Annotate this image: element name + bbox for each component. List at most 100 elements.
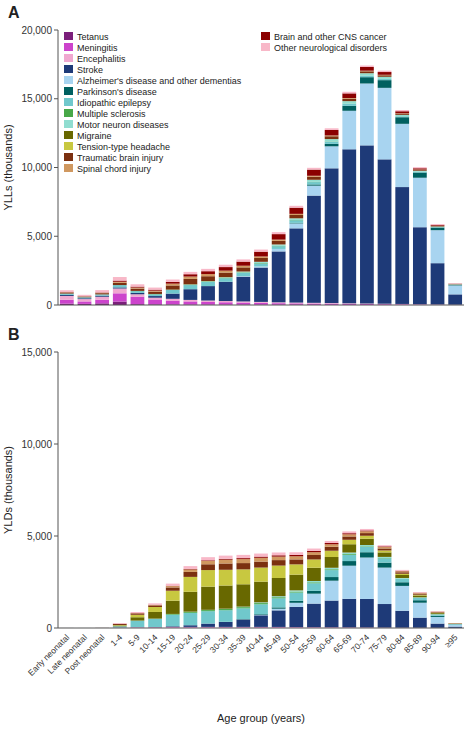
y-tick <box>54 305 58 306</box>
bar-segment <box>201 302 215 305</box>
bar-segment <box>113 281 127 283</box>
bar-segment <box>254 256 268 257</box>
y-tick-label: 0 <box>46 623 52 634</box>
bar-segment <box>219 556 233 559</box>
bar-segment <box>431 226 445 227</box>
bar-segment <box>360 536 374 539</box>
bar-segment <box>448 283 462 284</box>
bar-segment <box>413 598 427 600</box>
bar-segment <box>360 530 374 532</box>
bar-segment <box>113 626 127 627</box>
bar-segment <box>148 604 162 605</box>
x-tick-label: 60-64 <box>314 632 337 655</box>
bar-segment <box>113 623 127 625</box>
bar-segment <box>148 296 162 298</box>
bar-segment <box>431 616 445 617</box>
bar-segment <box>113 293 127 301</box>
bar-segment <box>378 604 392 628</box>
bar-segment <box>219 622 233 627</box>
bar-segment <box>325 570 339 577</box>
legend-swatch <box>64 98 73 106</box>
x-tick-label: 20-24 <box>172 632 195 655</box>
bar-segment <box>148 603 162 604</box>
x-tick-label: 15-19 <box>155 632 178 655</box>
bar-segment <box>325 581 339 601</box>
bar-segment <box>307 581 321 582</box>
bar-segment <box>448 284 462 285</box>
bar-segment <box>219 267 233 271</box>
bar-segment <box>448 284 462 285</box>
bar-segment <box>395 110 409 111</box>
bar-segment <box>395 187 409 304</box>
bar-segment <box>325 544 339 546</box>
bar-segment <box>95 292 109 293</box>
bar-segment <box>307 184 321 185</box>
bar-segment <box>148 612 162 619</box>
bar-segment <box>95 297 109 300</box>
bar-segment <box>342 111 356 150</box>
bar-segment <box>360 145 374 303</box>
bar-segment <box>448 284 462 285</box>
bar-segment <box>95 300 109 304</box>
bar-segment <box>148 300 162 305</box>
bar-segment <box>395 586 409 611</box>
y-tick-label: 10,000 <box>21 439 52 450</box>
bar-segment <box>113 277 127 281</box>
bar-segment <box>431 225 445 227</box>
bar-segment <box>254 568 268 582</box>
bar-segment <box>378 552 392 556</box>
bar-segment <box>236 301 250 302</box>
bar-segment <box>254 262 268 263</box>
bar-segment <box>448 283 462 284</box>
x-tick-label: 45-49 <box>261 632 284 655</box>
bar-segment <box>131 291 145 293</box>
bar-segment <box>236 266 250 268</box>
legend-swatch <box>64 131 73 139</box>
legend-swatch <box>64 164 73 172</box>
bar-segment <box>131 293 145 294</box>
bar-segment <box>360 77 374 83</box>
bar-segment <box>378 88 392 160</box>
bar-segment <box>342 92 356 94</box>
bar-segment <box>272 249 286 251</box>
x-axis <box>58 305 464 306</box>
bar-segment <box>307 604 321 628</box>
bar-segment <box>201 274 215 276</box>
bar-segment <box>219 271 233 273</box>
y-tick-label: 5,000 <box>27 231 52 242</box>
bar-segment <box>289 220 303 223</box>
bar-segment <box>325 144 339 146</box>
bar-segment <box>325 146 339 168</box>
bar-segment <box>131 612 145 613</box>
bar-segment <box>360 76 374 78</box>
y-tick <box>54 98 58 99</box>
bar-segment <box>219 277 233 278</box>
bar-segment <box>95 296 109 297</box>
bar-segment <box>413 170 427 172</box>
bar-segment <box>307 549 321 551</box>
bar-segment <box>272 609 286 611</box>
bar-segment <box>289 607 303 627</box>
legend-label: Idiopathic epilepsy <box>77 98 152 108</box>
bar-segment <box>201 610 215 611</box>
bar-segment <box>431 226 445 227</box>
bar-segment <box>325 557 339 568</box>
legend-swatch <box>261 43 270 51</box>
bar-segment <box>236 608 250 619</box>
x-tick-label: 1-4 <box>108 632 124 648</box>
legend: TetanusMeningitisEncephalitisStrokeAlzhe… <box>64 32 388 174</box>
bar-segment <box>60 293 74 294</box>
bar-segment <box>201 570 215 587</box>
bar-segment <box>219 301 233 302</box>
bar-segment <box>131 615 145 617</box>
bar-segment <box>307 555 321 559</box>
bar-segment <box>448 625 462 627</box>
bar-segment <box>236 607 250 608</box>
bar-segment <box>254 554 268 557</box>
bar-segment <box>201 276 215 281</box>
bar-segment <box>201 611 215 623</box>
y-tick-label: 5,000 <box>27 531 52 542</box>
bar-segment <box>236 277 250 302</box>
y-tick-label: 10,000 <box>21 162 52 173</box>
bar-segment <box>413 592 427 593</box>
